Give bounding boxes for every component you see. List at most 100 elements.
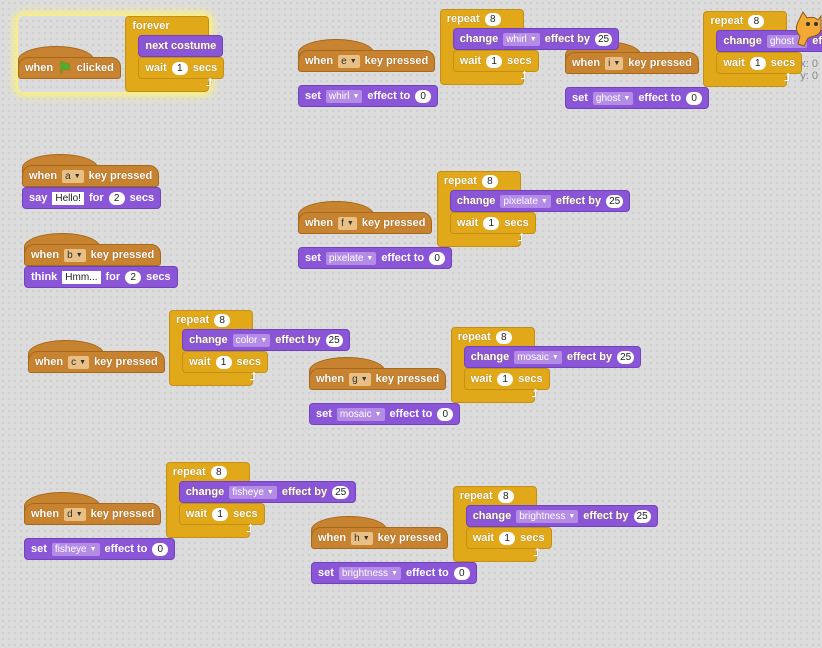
when-key-pressed-hat[interactable]: when b ▼ key pressed: [24, 233, 162, 266]
wait-block[interactable]: wait 1 secs: [182, 351, 269, 373]
key-dropdown[interactable]: c ▼: [68, 355, 90, 369]
repeat-block[interactable]: repeat 8 change mosaic ▼ effect by 25 wai…: [450, 327, 642, 403]
script-flag-clicked[interactable]: when ⚑ clicked forever next costume wait…: [18, 16, 225, 92]
effect-value-input[interactable]: 0: [686, 91, 703, 105]
script-key-i[interactable]: when i ▼ key pressed repeat 8 change ghos…: [565, 11, 822, 109]
say-for-secs-block[interactable]: say Hello! for 2 secs: [22, 187, 162, 209]
change-effect-block[interactable]: change brightness ▼ effect by 25: [465, 505, 658, 527]
when-key-pressed-hat[interactable]: when a ▼ key pressed: [22, 154, 160, 187]
when-key-pressed-hat[interactable]: when f ▼ key pressed: [298, 201, 433, 234]
effect-dropdown[interactable]: brightness ▼: [338, 566, 401, 580]
key-dropdown[interactable]: a ▼: [62, 169, 84, 183]
effect-value-input[interactable]: 0: [152, 542, 169, 556]
forever-block[interactable]: forever next costume wait 1 secs ⮥: [125, 16, 225, 92]
effect-dropdown[interactable]: ghost▼: [592, 91, 634, 105]
effect-dropdown[interactable]: fisheye ▼: [51, 542, 100, 556]
when-key-pressed-hat[interactable]: when d ▼ key pressed: [24, 492, 162, 525]
message-input[interactable]: Hello!: [52, 191, 84, 205]
when-key-pressed-hat[interactable]: when g ▼ key pressed: [309, 357, 447, 390]
effect-amount-input[interactable]: 25: [332, 485, 350, 499]
repeat-count-input[interactable]: 8: [748, 14, 765, 28]
effect-amount-input[interactable]: 25: [633, 509, 651, 523]
repeat-count-input[interactable]: 8: [495, 330, 512, 344]
script-key-c[interactable]: when c ▼ key pressed repeat 8 change colo…: [28, 310, 350, 386]
change-effect-block[interactable]: change color ▼ effect by 25: [182, 329, 350, 351]
effect-value-input[interactable]: 0: [453, 566, 470, 580]
effect-dropdown[interactable]: whirl ▼: [503, 32, 540, 46]
when-key-pressed-hat[interactable]: when e ▼ key pressed: [298, 39, 436, 72]
key-dropdown[interactable]: i ▼: [605, 56, 624, 70]
key-dropdown[interactable]: b ▼: [64, 248, 86, 262]
key-dropdown[interactable]: d ▼: [64, 507, 86, 521]
wait-secs-input[interactable]: 1: [483, 216, 500, 230]
set-effect-block[interactable]: set pixelate ▼ effect to 0: [298, 247, 453, 269]
effect-dropdown[interactable]: color ▼: [232, 333, 271, 347]
repeat-block[interactable]: repeat 8 change whirl ▼ effect by 25 wait…: [439, 9, 620, 85]
when-flag-clicked-hat[interactable]: when ⚑ clicked: [18, 46, 121, 79]
wait-block[interactable]: wait 1 secs: [138, 57, 225, 79]
repeat-block[interactable]: repeat 8 change ghost▼ effect by 25 wait…: [703, 11, 822, 87]
effect-amount-input[interactable]: 25: [594, 32, 613, 46]
script-key-h[interactable]: when h ▼ key pressed repeat 8 change brig…: [311, 486, 658, 584]
wait-secs-input[interactable]: 1: [486, 54, 503, 68]
when-key-pressed-hat[interactable]: when i ▼ key pressed: [565, 41, 699, 74]
wait-block[interactable]: wait 1 secs: [452, 50, 539, 72]
secs-input[interactable]: 2: [125, 270, 142, 284]
repeat-block[interactable]: repeat 8 change color ▼ effect by 25 wait…: [169, 310, 350, 386]
next-costume-block[interactable]: next costume: [138, 35, 224, 57]
effect-dropdown[interactable]: brightness ▼: [516, 509, 579, 523]
effect-dropdown[interactable]: pixelate ▼: [325, 251, 377, 265]
effect-value-input[interactable]: 0: [437, 407, 454, 421]
change-effect-block[interactable]: change whirl ▼ effect by 25: [452, 28, 620, 50]
when-key-pressed-hat[interactable]: when h ▼ key pressed: [311, 516, 449, 549]
script-key-a[interactable]: when a ▼ key pressed say Hello! for 2 sec…: [22, 153, 162, 209]
set-effect-block[interactable]: set brightness ▼ effect to 0: [311, 562, 477, 584]
effect-dropdown[interactable]: fisheye ▼: [229, 485, 277, 499]
effect-value-input[interactable]: 0: [429, 251, 446, 265]
key-dropdown[interactable]: f ▼: [338, 216, 357, 230]
change-effect-block[interactable]: change pixelate ▼ effect by 25: [449, 190, 631, 212]
effect-dropdown[interactable]: pixelate ▼: [500, 194, 551, 208]
effect-dropdown[interactable]: mosaic ▼: [336, 407, 385, 421]
repeat-block[interactable]: repeat 8 change pixelate ▼ effect by 25 w…: [436, 171, 631, 247]
repeat-block[interactable]: repeat 8 change brightness ▼ effect by 25…: [452, 486, 658, 562]
change-effect-block[interactable]: change fisheye ▼ effect by 25: [178, 481, 357, 503]
set-effect-block[interactable]: set fisheye ▼ effect to 0: [24, 538, 176, 560]
when-key-pressed-hat[interactable]: when c ▼ key pressed: [28, 340, 165, 373]
script-key-e[interactable]: when e ▼ key pressed repeat 8 change whir…: [298, 9, 620, 107]
wait-secs-input[interactable]: 1: [171, 61, 188, 75]
wait-block[interactable]: wait 1 secs: [449, 212, 536, 234]
set-effect-block[interactable]: set mosaic ▼ effect to 0: [309, 403, 461, 425]
effect-amount-input[interactable]: 25: [325, 333, 343, 347]
wait-block[interactable]: wait 1 secs: [463, 368, 550, 390]
wait-block[interactable]: wait 1 secs: [716, 52, 803, 74]
repeat-count-input[interactable]: 8: [214, 313, 231, 327]
set-effect-block[interactable]: set ghost ▼ effect to 0: [565, 87, 710, 109]
effect-dropdown[interactable]: whirl ▼: [325, 89, 363, 103]
repeat-count-input[interactable]: 8: [484, 12, 501, 26]
script-key-d[interactable]: when d ▼ key pressed repeat 8 change fish…: [24, 462, 357, 560]
effect-value-input[interactable]: 0: [415, 89, 432, 103]
key-dropdown[interactable]: g ▼: [349, 372, 371, 386]
script-key-b[interactable]: when b ▼ key pressed think Hmm... for 2 s…: [24, 232, 178, 288]
wait-secs-input[interactable]: 1: [499, 531, 516, 545]
repeat-count-input[interactable]: 8: [497, 489, 514, 503]
secs-input[interactable]: 2: [108, 191, 125, 205]
message-input[interactable]: Hmm...: [62, 270, 101, 284]
effect-amount-input[interactable]: 25: [606, 194, 624, 208]
effect-amount-input[interactable]: 25: [617, 350, 635, 364]
wait-secs-input[interactable]: 1: [497, 372, 514, 386]
script-key-g[interactable]: when g ▼ key pressed repeat 8 change mosa…: [309, 327, 642, 425]
key-dropdown[interactable]: h ▼: [351, 531, 373, 545]
change-effect-block[interactable]: change mosaic ▼ effect by 25: [463, 346, 642, 368]
wait-secs-input[interactable]: 1: [212, 507, 229, 521]
think-for-secs-block[interactable]: think Hmm... for 2 secs: [24, 266, 178, 288]
wait-block[interactable]: wait 1 secs: [178, 503, 265, 525]
repeat-count-input[interactable]: 8: [481, 174, 498, 188]
key-dropdown[interactable]: e ▼: [338, 54, 360, 68]
repeat-block[interactable]: repeat 8 change fisheye ▼ effect by 25 wa…: [165, 462, 357, 538]
wait-secs-input[interactable]: 1: [215, 355, 232, 369]
wait-block[interactable]: wait 1 secs: [465, 527, 552, 549]
script-key-f[interactable]: when f ▼ key pressed repeat 8 change pixe…: [298, 171, 631, 269]
set-effect-block[interactable]: set whirl ▼ effect to 0: [298, 85, 439, 107]
